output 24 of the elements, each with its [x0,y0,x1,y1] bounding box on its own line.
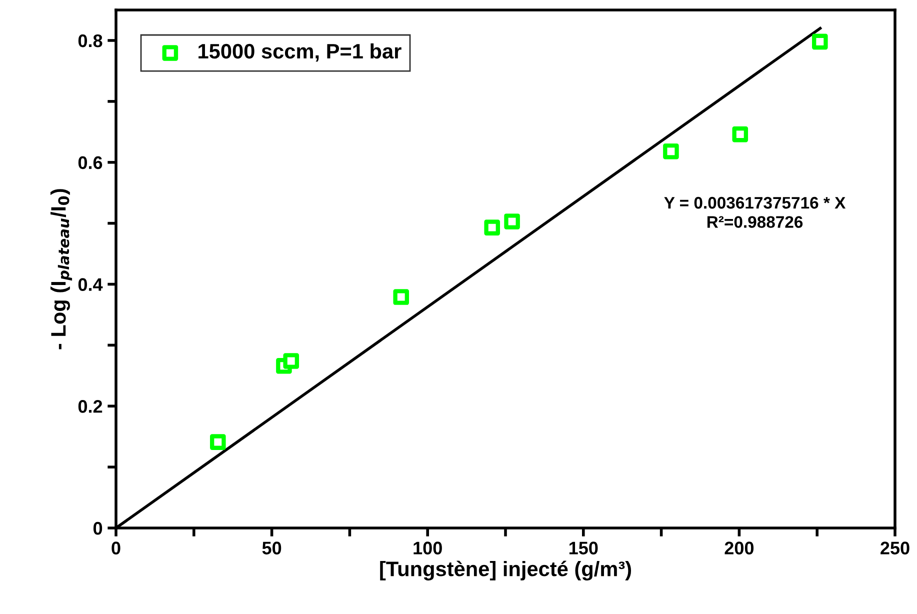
x-tick-label: 0 [112,542,120,554]
point [283,353,300,369]
point [210,434,226,450]
x-axis-title: [Tungstène] injecté (g/m³) [380,560,632,580]
x-tick-label: 50 [262,542,282,554]
x-tick-label: 250 [880,542,910,554]
y-tick-label: 0.8 [78,34,102,48]
point [484,220,500,236]
y-tick-label: 0 [93,522,102,535]
x-tick-label: 150 [569,542,598,554]
point [732,126,748,142]
point [504,214,520,230]
annotation: R²=0.988726 [707,216,803,228]
y-tick-label: 0.4 [78,278,103,291]
point [812,34,828,50]
x-tick-label: 200 [724,542,754,554]
y-tick-label: 0.2 [78,400,102,413]
legend-label: 15000 sccm, P=1 bar [198,43,402,62]
x-tick-label: 100 [414,542,442,554]
annotation: Y = 0.003617375716 * X [664,196,846,209]
point [393,289,410,305]
y-axis-title: - Log (I$_{plateau}$/I$_{0}$) [50,189,72,350]
point [663,143,679,160]
y-tick-label: 0.6 [78,156,102,170]
